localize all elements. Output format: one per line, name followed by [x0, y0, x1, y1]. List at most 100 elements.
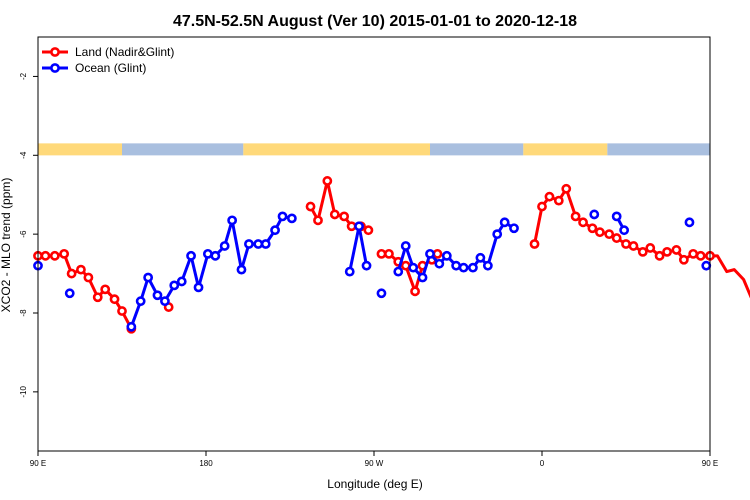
data-point	[202, 248, 213, 259]
data-point	[346, 221, 357, 232]
data-point	[193, 282, 204, 293]
series-line	[533, 187, 750, 299]
data-point	[475, 252, 486, 263]
y-tick-label: -6	[19, 230, 28, 238]
x-tick-label: 90 E	[702, 459, 718, 468]
data-point	[117, 306, 127, 316]
data-point	[400, 241, 411, 251]
data-point	[628, 241, 639, 251]
data-point	[66, 268, 77, 279]
data-point	[376, 248, 387, 259]
data-point	[604, 229, 615, 240]
data-point	[176, 276, 187, 287]
data-point	[458, 262, 469, 273]
data-point	[417, 272, 428, 283]
data-point	[219, 241, 230, 251]
data-point	[227, 215, 238, 226]
data-point	[688, 248, 699, 259]
data-point	[400, 260, 411, 271]
strip-segment-ocean	[430, 143, 524, 156]
data-point	[376, 288, 387, 299]
data-point	[671, 245, 682, 255]
data-point	[384, 248, 394, 259]
data-point	[286, 213, 297, 224]
series-ocean	[33, 209, 712, 332]
legend-item-land: Land (Nadir&Glint)	[42, 45, 174, 59]
data-point	[594, 227, 605, 238]
data-point	[529, 239, 540, 249]
land-ocean-strip	[38, 143, 710, 156]
plot-frame	[37, 36, 711, 452]
data-point	[695, 250, 706, 261]
legend-swatch-marker	[50, 47, 60, 57]
data-point	[645, 243, 656, 253]
y-tick-label: -8	[19, 309, 28, 317]
data-point	[143, 272, 154, 283]
data-point	[621, 239, 631, 249]
y-tick-label: -2	[19, 72, 28, 80]
legend-label: Ocean (Glint)	[75, 61, 146, 75]
data-point	[49, 250, 60, 261]
data-point	[270, 225, 280, 236]
data-point	[587, 223, 598, 234]
data-point	[678, 254, 689, 265]
data-point	[152, 290, 163, 301]
data-point	[611, 211, 622, 222]
data-point	[253, 239, 264, 249]
data-point	[619, 225, 630, 236]
data-point	[186, 250, 196, 261]
data-point	[313, 215, 323, 226]
data-point	[363, 225, 374, 236]
series-layer	[33, 176, 750, 334]
data-point	[468, 262, 478, 273]
series-land	[33, 176, 750, 334]
data-point	[408, 262, 419, 273]
data-point	[434, 258, 445, 269]
data-point	[537, 201, 547, 212]
x-tick-label: 180	[199, 459, 213, 468]
data-point	[277, 211, 288, 222]
data-point	[492, 229, 503, 240]
data-point	[339, 211, 350, 222]
data-point	[561, 183, 572, 194]
strip-segment-land	[38, 143, 122, 156]
legend-swatch-marker	[50, 63, 60, 73]
data-point	[553, 195, 564, 206]
x-tick-label: 90 E	[30, 459, 46, 468]
x-axis: 90 E 180 90 W 0 90 E	[30, 451, 718, 468]
data-point	[344, 266, 355, 277]
strip-segment-ocean	[607, 143, 710, 156]
data-point	[169, 280, 180, 291]
data-point	[160, 296, 170, 307]
series-line	[129, 214, 293, 328]
x-tick-label: 0	[540, 459, 545, 468]
strip-segment-land	[243, 143, 430, 156]
data-point	[244, 239, 254, 249]
y-axis-label: XCO2 - MLO trend (ppm)	[0, 178, 13, 313]
data-point	[59, 248, 70, 259]
data-point	[210, 250, 221, 261]
data-point	[361, 260, 372, 271]
data-point	[322, 176, 333, 186]
data-point	[509, 223, 519, 234]
data-point	[135, 296, 146, 307]
data-point	[482, 260, 493, 271]
data-point	[76, 264, 86, 275]
chart-title: 47.5N-52.5N August (Ver 10) 2015-01-01 t…	[173, 13, 577, 30]
data-point	[611, 233, 622, 243]
data-point	[83, 272, 94, 283]
data-point	[109, 294, 120, 305]
series-line	[38, 252, 133, 330]
data-point	[589, 209, 600, 220]
x-axis-label: Longitude (deg E)	[327, 477, 422, 491]
data-point	[410, 286, 420, 297]
data-point	[441, 250, 452, 261]
data-point	[451, 260, 462, 271]
data-point	[393, 266, 404, 277]
data-point	[354, 221, 364, 232]
data-point	[260, 239, 271, 249]
x-tick-label: 90 W	[365, 459, 384, 468]
legend-item-ocean: Ocean (Glint)	[42, 61, 146, 75]
data-point	[100, 284, 111, 295]
